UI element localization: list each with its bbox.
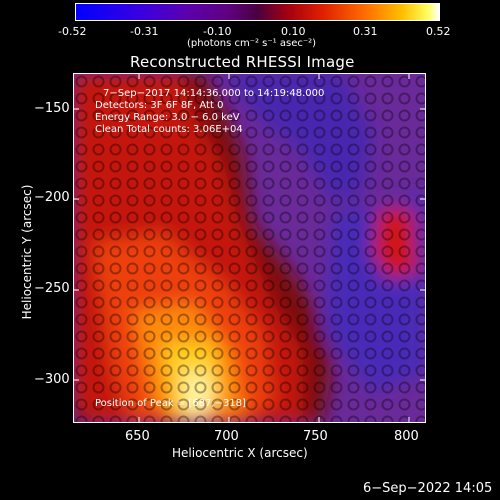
y-tick-label: −300 bbox=[34, 372, 70, 387]
x-tick-label: 650 bbox=[125, 429, 150, 444]
colorbar-units: (photons cm⁻² s⁻¹ asec⁻²) bbox=[187, 38, 317, 49]
y-axis-label: Heliocentric Y (arcsec) bbox=[20, 184, 34, 320]
x-axis-label: Heliocentric X (arcsec) bbox=[172, 446, 308, 460]
colorbar-tick: 0.31 bbox=[353, 25, 378, 38]
tick-marks bbox=[73, 73, 426, 423]
rhessi-image bbox=[73, 73, 426, 423]
x-tick-label: 700 bbox=[214, 429, 239, 444]
detectors: Detectors: 3F 6F 8F, Att 0 bbox=[95, 100, 224, 111]
colorbar bbox=[75, 3, 440, 21]
plot-title: Reconstructed RHESSI Image bbox=[130, 53, 355, 71]
ring-texture bbox=[73, 73, 426, 423]
plot-frame bbox=[73, 73, 426, 423]
clean-counts: Clean Total counts: 3.06E+04 bbox=[95, 124, 243, 135]
colorbar-tick: -0.31 bbox=[130, 25, 159, 38]
y-tick-label: −200 bbox=[34, 190, 70, 205]
y-tick-label: −250 bbox=[34, 281, 70, 296]
x-tick-label: 750 bbox=[303, 429, 328, 444]
colorbar-tick: -0.52 bbox=[58, 25, 87, 38]
image-info: 7−Sep−2017 14:14:36.000 to 14:19:48.000 … bbox=[95, 88, 324, 136]
energy-range: Energy Range: 3.0 − 6.0 keV bbox=[95, 112, 240, 123]
x-tick-label: 800 bbox=[394, 429, 419, 444]
footer-timestamp: 6−Sep−2022 14:05 bbox=[363, 481, 493, 496]
colorbar-tick: 0.52 bbox=[426, 25, 451, 38]
colorbar-tick: -0.10 bbox=[203, 25, 232, 38]
y-tick-label: −150 bbox=[34, 101, 70, 116]
colorbar-tick: 0.10 bbox=[281, 25, 306, 38]
time-range: 7−Sep−2017 14:14:36.000 to 14:19:48.000 bbox=[103, 88, 325, 99]
peak-position: Position of Peak = [687,−318] bbox=[95, 398, 246, 409]
